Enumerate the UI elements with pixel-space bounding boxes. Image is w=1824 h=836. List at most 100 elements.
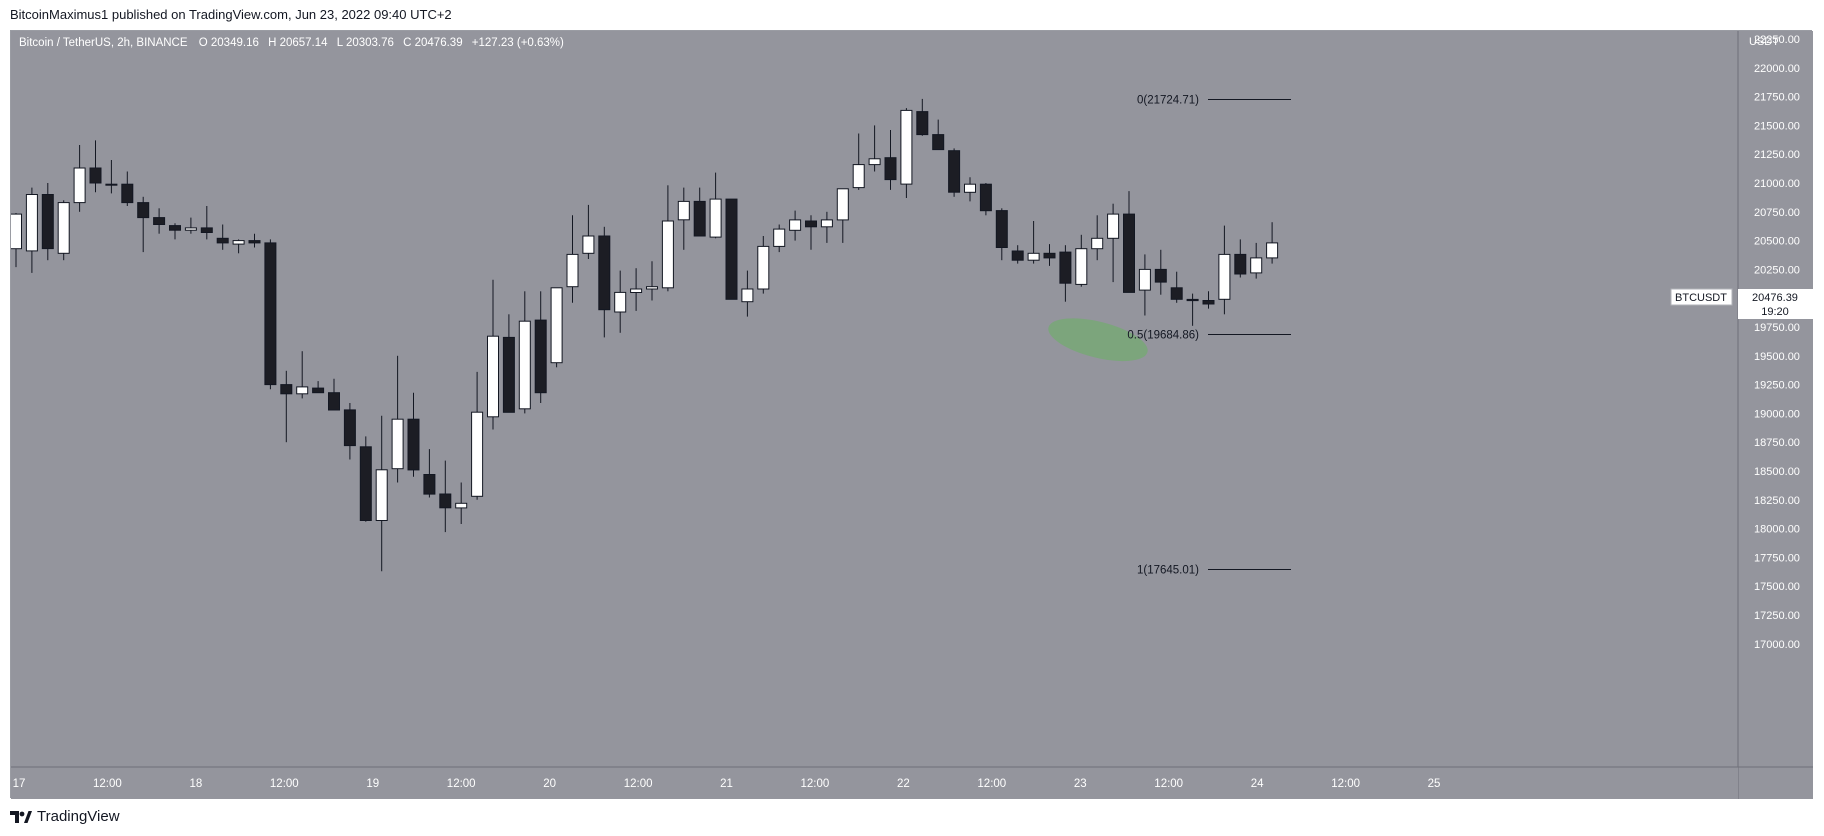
candle: [169, 223, 181, 240]
candle: [184, 217, 197, 234]
price-tick-label: 21250.00: [1754, 149, 1800, 161]
symbol-legend[interactable]: Bitcoin / TetherUS, 2h, BINANCE O 20349.…: [19, 37, 564, 49]
candle: [343, 403, 356, 460]
time-tick-label: 20: [543, 778, 556, 790]
price-tick-label: 17750.00: [1754, 552, 1800, 564]
price-tick-label: 19000.00: [1754, 408, 1800, 420]
candle: [725, 198, 738, 300]
time-tick-label: 12:00: [270, 778, 299, 790]
bull-candle-body: [25, 194, 38, 252]
candle: [1059, 245, 1072, 302]
bear-candle-body: [328, 392, 340, 411]
bear-candle-body: [1170, 287, 1183, 300]
bear-candle-body: [979, 183, 992, 212]
chart-pane[interactable]: 0(21724.71) 0.5(19684.86) 1(17645.01) USDT…: [10, 30, 1813, 799]
time-tick-label: 19: [366, 778, 379, 790]
candle: [264, 239, 277, 390]
bear-candle-body: [1186, 298, 1199, 302]
time-tick-label: 12:00: [93, 778, 122, 790]
candle: [1154, 249, 1167, 295]
candle: [455, 482, 468, 524]
current-price-label: 20476.39: [1752, 292, 1798, 304]
bear-candle-body: [534, 319, 547, 394]
bull-candle-body: [518, 320, 531, 410]
price-tick-label: 17250.00: [1754, 610, 1800, 622]
time-tick-label: 23: [1074, 778, 1087, 790]
time-tick-label: 12:00: [977, 778, 1006, 790]
candle: [1186, 293, 1199, 326]
bear-candle-body: [725, 198, 738, 300]
price-axis[interactable]: [1738, 31, 1813, 799]
bear-candle-body: [884, 157, 897, 181]
bull-candle-body: [646, 286, 658, 290]
candle: [1043, 244, 1056, 266]
time-tick-label: 22: [897, 778, 910, 790]
bear-candle-body: [343, 409, 356, 447]
fib-retracement-layer: 0(21724.71) 0.5(19684.86) 1(17645.01): [1127, 95, 1291, 577]
bear-candle-body: [995, 210, 1008, 249]
price-tick-label: 19250.00: [1754, 380, 1800, 392]
bear-candle-body: [423, 474, 436, 495]
time-tick-label: 12:00: [801, 778, 830, 790]
candle: [375, 415, 388, 572]
candlestick-chart[interactable]: 0(21724.71) 0.5(19684.86) 1(17645.01) USDT…: [11, 31, 1813, 799]
candle: [296, 351, 309, 399]
price-axis-currency: USDT: [1749, 36, 1779, 48]
candle: [550, 287, 563, 368]
bear-candle-body: [502, 336, 515, 413]
bull-candle-body: [1091, 237, 1104, 250]
bear-candle-body: [137, 202, 150, 219]
candle: [89, 140, 102, 193]
candle: [1266, 222, 1279, 264]
candle: [534, 291, 547, 403]
time-tick-label: 25: [1428, 778, 1441, 790]
bull-candle-body: [184, 227, 197, 231]
candle: [1234, 239, 1247, 278]
publisher-caption: BitcoinMaximus1 published on TradingView…: [10, 7, 452, 22]
price-tick-label: 22250.00: [1754, 34, 1800, 46]
bull-candle-body: [57, 202, 70, 254]
bull-candle-body: [105, 183, 118, 186]
bear-candle-body: [948, 150, 961, 193]
candle: [836, 188, 849, 243]
support-zone-ellipse: [1048, 318, 1148, 362]
bull-candle-body: [1107, 213, 1120, 239]
bear-candle-body: [1059, 251, 1072, 284]
tradingview-logo[interactable]: TradingView: [10, 808, 120, 825]
candle: [1091, 215, 1104, 261]
bull-candle-body: [296, 386, 309, 395]
tradingview-brand-text: TradingView: [37, 808, 120, 825]
candle: [502, 314, 515, 413]
candle: [121, 171, 134, 206]
bull-candle-body: [11, 213, 22, 250]
open-label: O: [199, 37, 208, 49]
bull-candle-body: [757, 245, 770, 290]
price-tick-label: 18250.00: [1754, 495, 1800, 507]
bear-candle-body: [1234, 253, 1247, 275]
candle: [1123, 191, 1135, 293]
candle: [693, 187, 706, 237]
bull-candle-body: [375, 469, 388, 521]
candle: [582, 204, 595, 259]
time-tick-label: 24: [1251, 778, 1264, 790]
candle: [41, 183, 54, 261]
price-tick-label: 18500.00: [1754, 466, 1800, 478]
candle: [1011, 245, 1024, 264]
bear-candle-body: [312, 387, 325, 394]
close-value: 20476.39: [415, 37, 463, 49]
price-tick-label: 17500.00: [1754, 581, 1800, 593]
candle: [932, 119, 945, 151]
time-tick-label: 12:00: [447, 778, 476, 790]
bull-candle-body: [487, 335, 499, 418]
candle: [979, 183, 992, 216]
candle: [995, 208, 1008, 261]
bull-candle-body: [630, 288, 643, 293]
time-axis[interactable]: [11, 767, 1738, 799]
bull-candle-body: [1250, 257, 1263, 274]
symbol-title[interactable]: Bitcoin / TetherUS, 2h, BINANCE: [19, 37, 188, 49]
bear-candle-body: [1043, 252, 1056, 259]
candle: [1202, 291, 1215, 309]
price-tick-label: 19500.00: [1754, 351, 1800, 363]
candle: [216, 224, 229, 250]
bull-candle-body: [741, 288, 754, 303]
